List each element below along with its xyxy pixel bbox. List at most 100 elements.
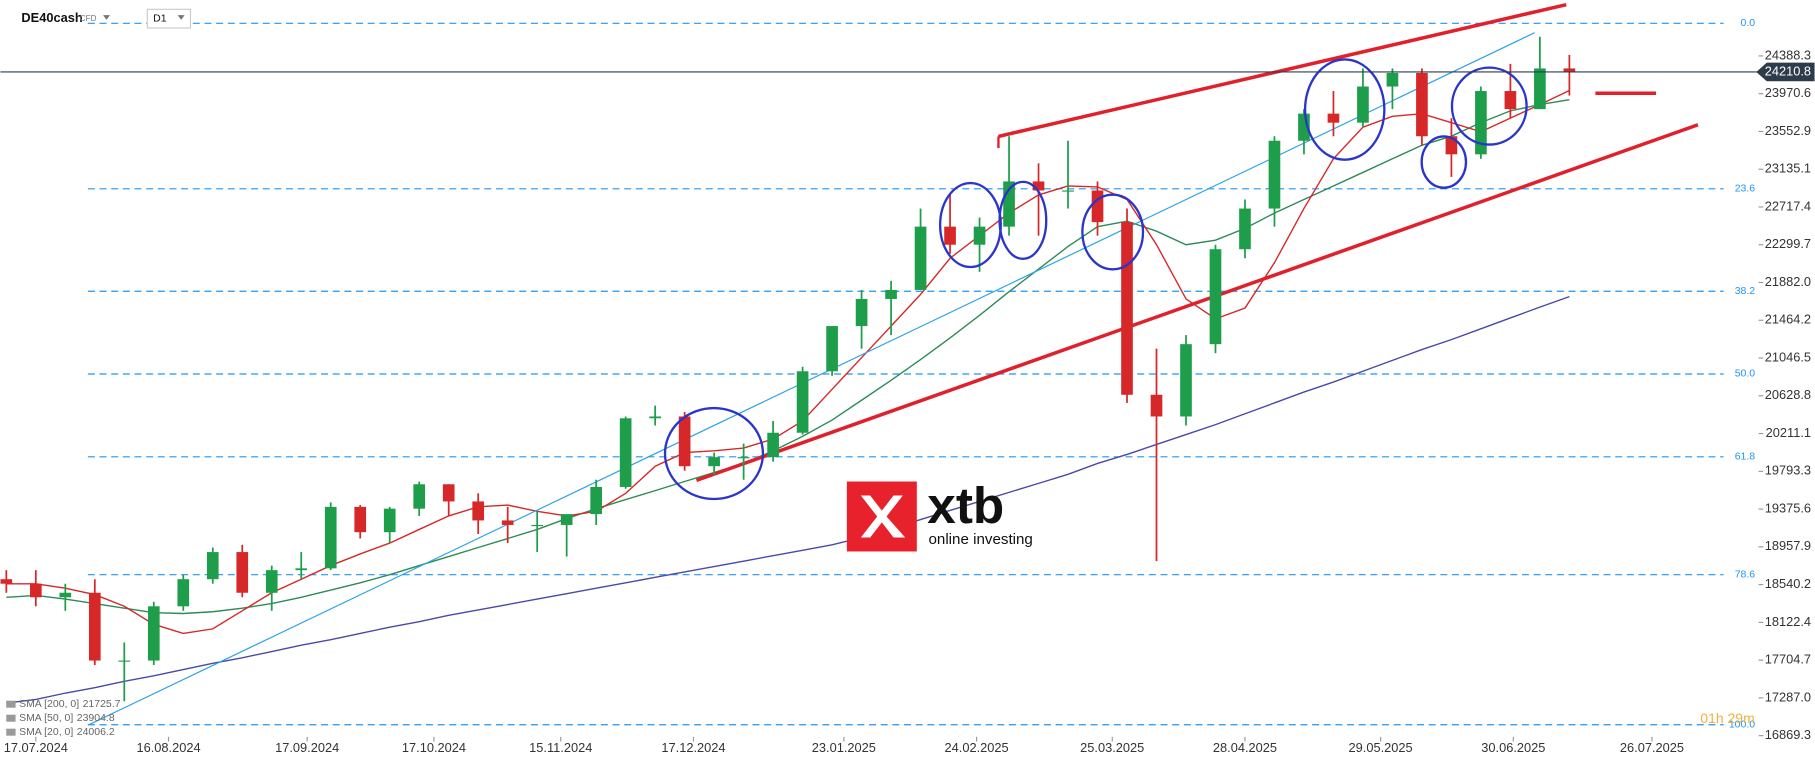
candle-body (383, 508, 396, 533)
candle-body (1003, 181, 1015, 227)
x-tick-label: 29.05.2025 (1349, 740, 1413, 755)
candle-body (885, 289, 897, 299)
candle-body (442, 484, 455, 502)
dropdown-arrow[interactable] (103, 15, 111, 20)
circle (1420, 135, 1468, 189)
fib-label: 50.0 (1735, 369, 1756, 380)
fib-label: 23.6 (1735, 184, 1756, 195)
channel-lower (695, 123, 1699, 482)
legend-icon (6, 728, 16, 736)
candle-body (1504, 91, 1517, 110)
candle-body (1298, 113, 1310, 141)
candle-body (1416, 72, 1428, 137)
candle-body (1445, 136, 1458, 155)
candle-body (796, 371, 809, 433)
candle-body (914, 226, 927, 290)
candle-body (236, 552, 249, 593)
dropdown-arrow[interactable] (177, 15, 185, 20)
candle-body (147, 606, 160, 661)
y-tick-label: 24388.3 (1765, 47, 1811, 62)
candle-body (1121, 222, 1133, 395)
circles (663, 58, 1528, 501)
candle-body (855, 298, 868, 327)
candle-body (29, 583, 42, 598)
legend-icon (6, 700, 16, 708)
candle-body (973, 226, 986, 245)
y-tick-label: 18540.2 (1765, 576, 1811, 591)
y-tick-label: 18957.9 (1765, 538, 1811, 553)
circle (1450, 66, 1528, 146)
y-tick-label: 23552.9 (1765, 123, 1811, 138)
legend-label: SMA [20, 0] (19, 727, 73, 738)
candle-body (708, 457, 720, 467)
candle-body (678, 416, 691, 467)
x-tick-label: 17.09.2024 (275, 740, 339, 755)
logo: xtb online investing (846, 477, 1033, 552)
circle (998, 180, 1048, 260)
candle-body (767, 432, 779, 458)
y-tick-label: 17704.7 (1765, 652, 1811, 667)
y-tick-label: 19793.3 (1765, 463, 1811, 478)
sma-line (6, 295, 1570, 704)
y-tick-label: 21046.5 (1765, 349, 1811, 364)
axes: 24388.3 23970.6 23552.9 23135.1 22717.4 22299… (0, 47, 1815, 755)
legend-value: 23904.8 (77, 713, 115, 724)
candle-body (472, 501, 485, 521)
fib-label: 61.8 (1735, 452, 1756, 463)
candle-body (1268, 140, 1281, 209)
sma-line (6, 89, 1570, 635)
x-tick-label: 30.06.2025 (1481, 740, 1545, 755)
candle-body (590, 486, 602, 515)
legend-value: 24006.2 (77, 727, 115, 738)
candle-body (501, 520, 514, 525)
header: DE40cash CFD D1 (21, 8, 192, 29)
circle (1081, 193, 1145, 271)
x-tick-label: 25.03.2025 (1080, 740, 1144, 755)
sma-line (6, 98, 1570, 615)
candle-body (1032, 181, 1045, 191)
logo-tagline: online investing (928, 531, 1032, 548)
fib-label: 38.2 (1735, 286, 1756, 297)
candle-body (118, 660, 131, 662)
y-tick-label: 17287.0 (1765, 689, 1811, 704)
y-tick-label: 16869.3 (1765, 727, 1811, 742)
candle-body (324, 506, 337, 569)
candle-body (649, 416, 661, 419)
countdown: 01h 29m (1700, 710, 1754, 726)
legend-icon (6, 714, 16, 722)
y-tick-label: 18122.4 (1765, 614, 1811, 629)
timeframe[interactable]: D1 (153, 13, 167, 24)
x-tick-label: 23.01.2025 (812, 740, 876, 755)
candle-body (531, 524, 544, 527)
drawings (87, 2, 1699, 726)
y-tick-label: 21464.2 (1765, 312, 1811, 327)
candle-body (88, 592, 101, 661)
y-tick-label: 20628.8 (1765, 387, 1811, 402)
x-tick-label: 24.02.2025 (945, 740, 1009, 755)
channel-upper (998, 2, 1567, 139)
circle (1303, 58, 1386, 161)
trend-line (87, 32, 1536, 726)
candle-body (1209, 249, 1222, 345)
candle-body (944, 226, 956, 245)
logo-brand: xtb (927, 477, 1004, 534)
fib-label: 0.0 (1741, 18, 1756, 29)
fibonacci-levels: 0.0 23.6 38.2 50.0 61.8 78.6 100.0 (87, 18, 1756, 731)
candle-body (0, 579, 13, 584)
candle-body (1534, 68, 1546, 110)
logo-x (860, 495, 906, 538)
fib-label: 100.0 (1729, 720, 1755, 731)
candle-body (206, 552, 219, 580)
x-tick-label: 17.07.2024 (4, 740, 68, 755)
circle (663, 406, 765, 501)
candle-body (1327, 113, 1340, 123)
x-tick-label: 28.04.2025 (1213, 740, 1277, 755)
moving-averages (6, 89, 1570, 704)
timeframe-box[interactable] (146, 8, 192, 29)
candle-body (826, 326, 838, 372)
y-tick-label: 19375.6 (1765, 500, 1811, 515)
candle-body (1150, 394, 1163, 417)
candle-body (1563, 68, 1576, 72)
y-tick-label: 23970.6 (1765, 85, 1811, 100)
x-tick-label: 26.07.2025 (1620, 740, 1684, 755)
